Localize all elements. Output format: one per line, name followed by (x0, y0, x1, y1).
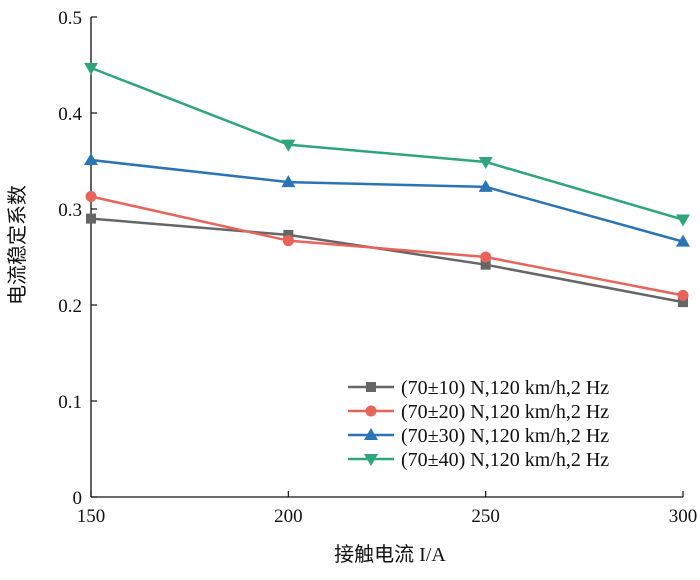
triangle-up-marker (84, 153, 98, 166)
series-line (90, 195, 684, 297)
y-tick-label: 0.5 (58, 8, 82, 29)
circle-marker (365, 405, 377, 417)
triangle-down-marker (281, 139, 296, 152)
square-marker (86, 213, 96, 224)
circle-marker (282, 235, 294, 247)
legend-entry: (70±10) N,120 km/h,2 Hz (348, 377, 609, 399)
triangle-up-marker (478, 179, 493, 192)
y-tick-label: 0.3 (58, 200, 82, 221)
legend-entry: (70±40) N,120 km/h,2 Hz (348, 449, 609, 471)
y-tick-label: 0 (73, 488, 83, 509)
legend-label: (70±40) N,120 km/h,2 Hz (401, 449, 609, 471)
circle-marker (85, 191, 97, 203)
x-tick-label: 200 (274, 506, 303, 527)
y-tick-label: 0.1 (58, 392, 82, 413)
circle-marker (480, 251, 492, 263)
square-marker (366, 382, 376, 392)
y-tick-label: 0.2 (58, 296, 82, 317)
series-line (90, 217, 684, 304)
triangle-up-marker (676, 234, 690, 247)
circle-marker (677, 289, 689, 301)
series-2 (85, 191, 689, 301)
series-line (90, 66, 684, 221)
series-line (90, 158, 684, 243)
legend-label: (70±20) N,120 km/h,2 Hz (401, 401, 609, 423)
y-axis-label: 电流稳定系数 (6, 185, 29, 305)
legend-entry: (70±20) N,120 km/h,2 Hz (348, 401, 609, 423)
y-tick-label: 0.4 (58, 104, 82, 125)
triangle-up-marker (364, 428, 378, 440)
triangle-up-marker (281, 175, 296, 188)
legend-label: (70±10) N,120 km/h,2 Hz (401, 377, 609, 399)
triangle-down-marker (676, 214, 690, 227)
series-3 (84, 153, 690, 247)
series-1 (86, 213, 688, 308)
triangle-down-marker (84, 62, 98, 75)
series-4 (84, 62, 690, 227)
x-axis-label: 接触电流 I/A (334, 543, 446, 566)
x-tick-label: 150 (77, 506, 106, 527)
x-tick-label: 300 (669, 506, 698, 527)
series-lines (84, 62, 690, 308)
x-tick-label: 250 (471, 506, 500, 527)
triangle-down-marker (364, 454, 378, 466)
square-marker (283, 229, 294, 240)
square-marker (480, 259, 491, 270)
axes: 150 200 250 300 0 0.1 0.2 0.3 0.4 0.5 (58, 8, 697, 527)
square-marker (678, 297, 688, 308)
triangle-down-marker (478, 156, 493, 169)
legend-entry: (70±30) N,120 km/h,2 Hz (348, 425, 609, 447)
legend-label: (70±30) N,120 km/h,2 Hz (401, 425, 609, 447)
legend: (70±10) N,120 km/h,2 Hz(70±20) N,120 km/… (348, 377, 609, 471)
